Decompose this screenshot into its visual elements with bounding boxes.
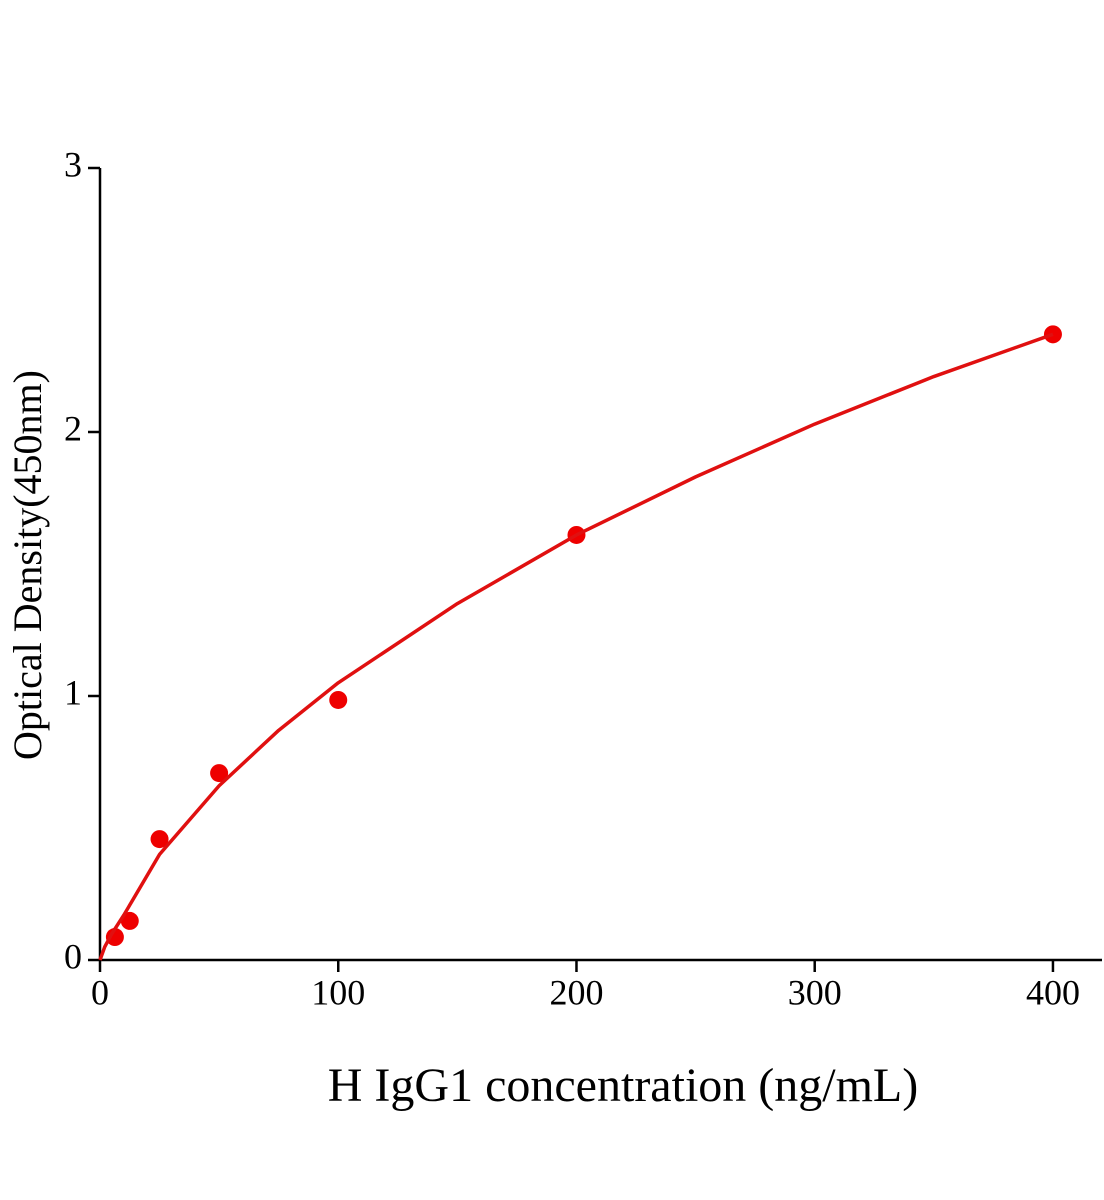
data-point [105, 928, 124, 947]
x-tick-label: 200 [549, 972, 603, 1012]
y-tick-label: 1 [64, 672, 82, 712]
data-point [329, 690, 348, 709]
data-point [150, 830, 169, 849]
x-tick-label: 300 [788, 972, 842, 1012]
y-tick-label: 2 [64, 408, 82, 448]
y-tick-label: 3 [64, 144, 82, 184]
fit-curve [98, 332, 1054, 961]
data-point [120, 911, 139, 930]
x-tick-label: 400 [1026, 972, 1080, 1012]
x-tick-label: 100 [311, 972, 365, 1012]
x-tick-label: 0 [91, 972, 109, 1012]
y-axis-title: Optical Density(450nm) [5, 370, 50, 760]
y-tick-label: 0 [64, 936, 82, 976]
data-point [210, 764, 229, 783]
x-axis-title: H IgG1 concentration (ng/mL) [328, 1059, 918, 1112]
